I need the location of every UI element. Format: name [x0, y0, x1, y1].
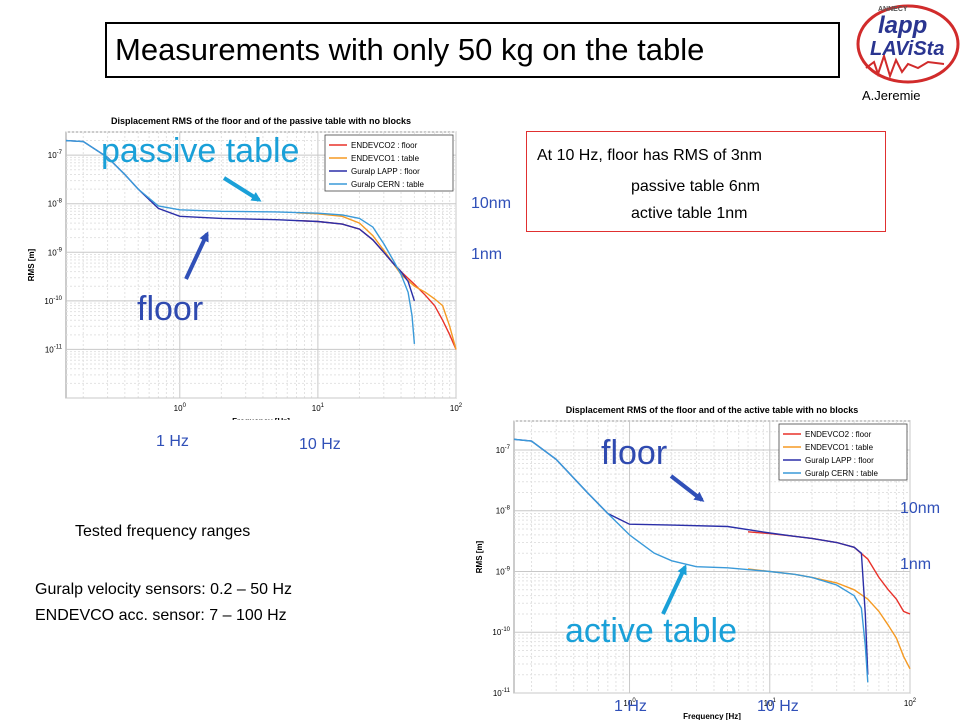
annotation-top-floor: floor	[137, 290, 204, 328]
x-tick-label: 100	[623, 698, 636, 708]
chart-title: Displacement RMS of the floor and of the…	[566, 405, 859, 415]
annotation-top-10nm: 10nm	[471, 195, 512, 212]
legend-label-2: ENDEVCO1 : table	[351, 154, 420, 163]
logo-graphic	[856, 4, 960, 84]
annotation-bottom-1nm: 1nm	[900, 556, 932, 573]
logo-text-lavista: LAViSta	[870, 38, 945, 60]
tested-line-2: ENDEVCO acc. sensor: 7 – 100 Hz	[35, 607, 287, 624]
x-tick-label: 102	[450, 403, 463, 413]
title-box	[105, 22, 840, 78]
note-box	[526, 131, 886, 232]
author-label: A.Jeremie	[862, 88, 921, 103]
annotation-top-10hz: 10 Hz	[299, 436, 341, 453]
y-tick-label: 10-11	[45, 344, 63, 354]
y-tick-label: 10-11	[493, 688, 511, 698]
legend-label-4: Guralp CERN : table	[805, 469, 878, 478]
legend-label-1: ENDEVCO2 : floor	[351, 141, 418, 150]
chart-title: Displacement RMS of the floor and of the…	[111, 116, 411, 126]
y-tick-label: 10-8	[48, 199, 63, 209]
tested-heading: Tested frequency ranges	[75, 523, 251, 540]
series-line-4	[513, 438, 869, 683]
series-line-4	[65, 139, 416, 344]
logo-text-lapp: lapp	[878, 12, 928, 39]
x-tick-label: 101	[764, 698, 777, 708]
note-line-1: At 10 Hz, floor has RMS of 3nm	[537, 147, 762, 164]
x-tick-label: 102	[904, 698, 917, 708]
legend-label-3: Guralp LAPP : floor	[351, 167, 420, 176]
arrow-passive-table	[222, 176, 262, 202]
y-tick-label: 10-10	[44, 296, 62, 306]
active-table-chart: 100 101 102 10-11 10-10 10-9 10-8 10-7 Displacem…	[475, 405, 917, 720]
annotation-bottom-floor: floor	[601, 434, 668, 472]
legend-label-3: Guralp LAPP : floor	[805, 456, 874, 465]
annotation-bottom-10nm: 10nm	[900, 500, 941, 517]
logo-text-annecy: ANNECY	[878, 6, 908, 13]
x-axis-label: Frequency [Hz]	[683, 712, 741, 720]
y-axis-label: RMS [m]	[475, 540, 484, 573]
annotation-bottom-1hz: 1 Hz	[614, 698, 647, 715]
note-line-3: active table 1nm	[631, 205, 748, 222]
tested-line-1: Guralp velocity sensors: 0.2 – 50 Hz	[35, 581, 293, 598]
arrow-bottom-floor	[669, 474, 705, 502]
legend-label-2: ENDEVCO1 : table	[805, 443, 874, 452]
annotation-top-1nm: 1nm	[471, 246, 503, 263]
x-tick-label: 100	[174, 403, 187, 413]
series-line-2	[296, 212, 457, 350]
slide-title: Measurements with only 50 kg on the tabl…	[115, 32, 705, 67]
annotation-top-1hz: 1 Hz	[156, 433, 189, 450]
passive-table-chart: 100 101 102 10-11 10-10 10-9 10-8 10-7 Displacem…	[27, 116, 463, 420]
y-tick-label: 10-10	[492, 627, 510, 637]
y-tick-label: 10-8	[496, 506, 511, 516]
arrow-active-table	[661, 564, 687, 615]
x-tick-label: 101	[312, 403, 325, 413]
annotation-bottom-10hz: 10 Hz	[757, 698, 799, 715]
note-line-2: passive table 6nm	[631, 178, 760, 195]
y-tick-label: 10-9	[48, 247, 63, 257]
legend-label-4: Guralp CERN : table	[351, 180, 424, 189]
y-tick-label: 10-9	[496, 566, 511, 576]
y-tick-label: 10-7	[496, 445, 511, 455]
legend-label-1: ENDEVCO2 : floor	[805, 430, 872, 439]
y-tick-label: 10-7	[48, 150, 63, 160]
lapp-lavista-logo: ANNECY lapp LAViSta	[848, 2, 960, 94]
y-axis-label: RMS [m]	[27, 248, 36, 281]
annotation-passive-table: passive table	[101, 132, 300, 170]
annotation-active-table: active table	[565, 612, 737, 650]
x-axis-label: Frequency [Hz]	[232, 417, 290, 420]
arrow-top-floor	[184, 231, 209, 280]
